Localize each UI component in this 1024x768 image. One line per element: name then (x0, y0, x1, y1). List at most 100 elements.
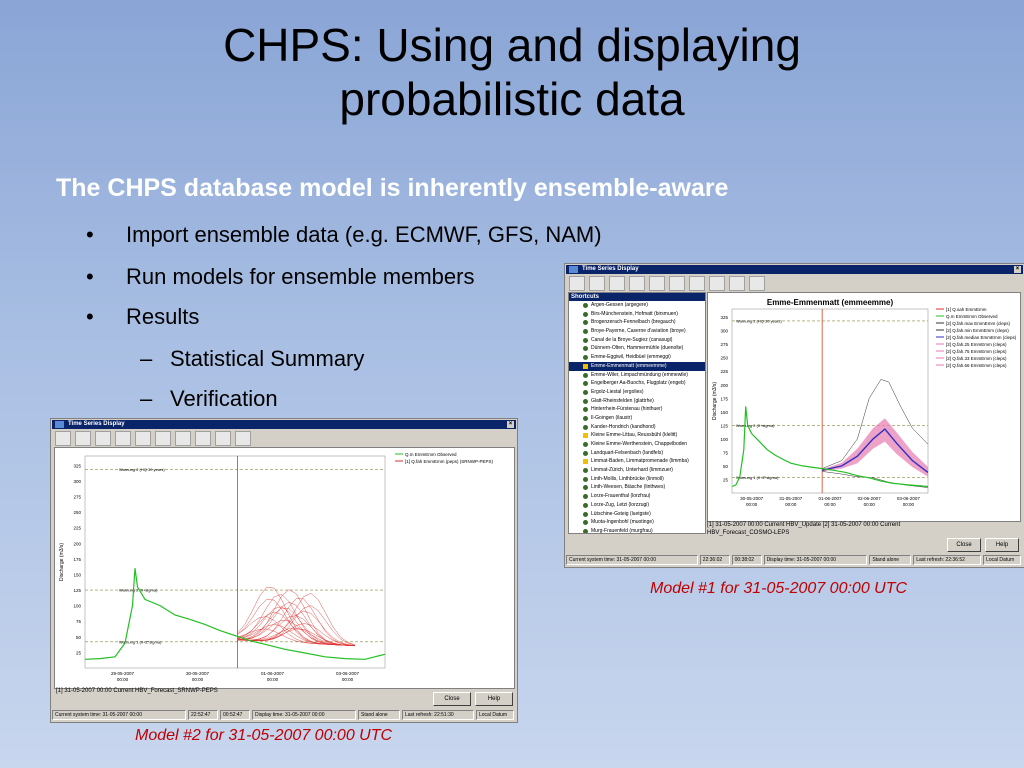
print-icon[interactable] (629, 276, 645, 291)
caption-model-1: Model #1 for 31-05-2007 00:00 UTC (650, 580, 908, 597)
close-icon[interactable]: × (1014, 266, 1021, 273)
tree-item[interactable]: Limmat-Zürich, Unterhard (limmzuer) (569, 466, 705, 475)
line-chart-icon[interactable] (689, 276, 705, 291)
help-button[interactable]: Help (985, 538, 1019, 552)
tree-item[interactable]: Landquart-Felsenbach (landfels) (569, 449, 705, 458)
tree-item[interactable]: Kander-Hondrich (kandhond) (569, 423, 705, 432)
tree-item[interactable]: Limmat-Baden, Limmatpromenade (limmba) (569, 457, 705, 466)
ensemble-member-line (237, 598, 356, 646)
tree-item[interactable]: Emme-Wiler, Limpachmündung (emmewile) (569, 371, 705, 380)
tree-item[interactable]: Lorze-Frauenthal (lorzfrau) (569, 492, 705, 501)
tree-item[interactable]: Dünnern-Olten, Hammermühle (duenolte) (569, 344, 705, 353)
sun-icon[interactable] (75, 431, 91, 446)
y-tick-label: 175 (73, 557, 81, 562)
x-tick-label: 01-06-2007 (261, 671, 285, 676)
tree-item[interactable]: Brogenzerach-Fennelbach (bregauch) (569, 318, 705, 327)
dash-bullet: – (140, 386, 153, 411)
subbullet-text: Statistical Summary (170, 346, 365, 371)
tree-list: Argen-Gessen (argegere) Birs-Münchenstein… (569, 301, 705, 533)
slide-title-line1: CHPS: Using and displaying (223, 19, 801, 71)
tree-item[interactable]: Linth-Mollis, Linthbrücke (linmoll) (569, 475, 705, 484)
sun-icon[interactable] (589, 276, 605, 291)
toolbar (55, 431, 255, 446)
x-tick-label: 30-05-2007 (186, 671, 210, 676)
tree-item[interactable]: Linth-Weesen, Biäsche (linthwes) (569, 483, 705, 492)
ensemble-member-line (237, 607, 356, 647)
axis-icon[interactable] (609, 276, 625, 291)
tree-item[interactable]: Murg-Frauenfeld (murgfrau) (569, 527, 705, 533)
bullet-text: Run models for ensemble members (126, 264, 475, 289)
window-titlebar: Time Series Display × (52, 420, 516, 429)
series-observed (731, 406, 929, 488)
tree-item[interactable]: Engelberger Aa-Buochs, Flugplatz (engeb) (569, 379, 705, 388)
legend-entry: [2] Q.fah.median EmmEmm (cleps) (946, 335, 1017, 340)
table-icon[interactable] (55, 431, 71, 446)
y-tick-label: 100 (720, 437, 728, 442)
chart-panel-1[interactable]: Emme-Emmenmatt (emmeemme) 25 50 75 100 125 150… (707, 292, 1021, 522)
tree-item[interactable]: Argen-Gessen (argegere) (569, 301, 705, 310)
forecast-info: [1] 31-05-2007 00:00 Current HBV_Update … (707, 521, 900, 537)
x-tick-label: 00:00 (746, 502, 758, 507)
zoom-chart-icon[interactable] (155, 431, 171, 446)
tree-item[interactable]: Emme-Eggiwil, Heidbüel (emmeggi) (569, 353, 705, 362)
tree-item[interactable]: Il-Goingen (ilaustr) (569, 414, 705, 423)
legend-entry: [2] Q.fah.33 EmmEmm (cleps) (946, 356, 1007, 361)
y-tick-label: 75 (76, 619, 82, 624)
axis-icon[interactable] (95, 431, 111, 446)
forecast-info-line: [1] 31-05-2007 00:00 Current HBV_Update … (707, 522, 901, 528)
tree-item[interactable]: Broye-Payerne, Caserne d'aviation (broye… (569, 327, 705, 336)
status-display-time: Display time: 31-05-2007 00:00 (252, 710, 356, 720)
x-tick-label: 00:00 (824, 502, 836, 507)
plot-area (84, 455, 386, 669)
slide-title-line2: probabilistic data (339, 73, 685, 125)
zoom-chart-icon[interactable] (669, 276, 685, 291)
legend-entry: Q.m EmmEmm Observed (946, 314, 998, 319)
tree-item[interactable]: Canal de la Broye-Sugiez (canasugi) (569, 336, 705, 345)
table-icon[interactable] (569, 276, 585, 291)
tree-header: Shortcuts (569, 293, 705, 301)
save-icon[interactable] (749, 276, 765, 291)
print-icon[interactable] (115, 431, 131, 446)
x-tick-label: 29-05-2007 (111, 671, 135, 676)
close-icon[interactable]: × (507, 421, 514, 428)
status-system-time: Current system time: 31-05-2007 00:00 (566, 555, 698, 565)
chart-icon[interactable] (649, 276, 665, 291)
compare-chart-icon[interactable] (729, 276, 745, 291)
tree-item[interactable]: Lorze-Zug, Letzi (lorzzugi) (569, 501, 705, 510)
y-tick-label: 25 (76, 650, 82, 655)
subbullet-item: – Verification (140, 386, 278, 412)
tree-item[interactable]: Emme-Emmenmatt (emmeemme) (569, 361, 705, 371)
tree-item[interactable]: Glatt-Rheinsfelden (glattrhe) (569, 397, 705, 406)
tree-item[interactable]: Hinterrhein-Fürstenau (hinthuer) (569, 405, 705, 414)
y-tick-label: 325 (720, 315, 728, 320)
compare-chart-icon[interactable] (215, 431, 231, 446)
x-tick-label: 00:00 (342, 677, 354, 682)
band-chart-icon[interactable] (709, 276, 725, 291)
bullet-dot: • (86, 222, 94, 247)
tree-item[interactable]: Kleine Emme-Littau, Reussbühl (klelitt) (569, 431, 705, 440)
tree-item[interactable]: Muota-Ingenbohl (muotinge) (569, 518, 705, 527)
help-button[interactable]: Help (475, 692, 513, 706)
chart-panel-2[interactable]: 25 50 75 100 125 150 175 200 225 250 275 300 325 Disc… (54, 447, 515, 689)
legend-entry: [2] Q.fah.25 EmmEmm (cleps) (946, 342, 1007, 347)
close-button[interactable]: Close (947, 538, 981, 552)
series-observed (84, 568, 386, 660)
band-chart-icon[interactable] (195, 431, 211, 446)
tree-item[interactable]: Lütschine-Gsteig (luetgste) (569, 510, 705, 519)
y-tick-label: 250 (720, 356, 728, 361)
tree-item[interactable]: Ergolz-Liestal (ergolies) (569, 388, 705, 397)
chart-icon[interactable] (135, 431, 151, 446)
toolbar (569, 276, 769, 291)
tree-item[interactable]: Kleine Emme-Werthenstein, Chappelboden (569, 440, 705, 449)
close-button[interactable]: Close (433, 692, 471, 706)
line-chart-icon[interactable] (175, 431, 191, 446)
status-display-time: Display time: 31-05-2007 00:00 (763, 555, 868, 565)
legend-entry: [1] Q.fah EmmEmm (peps) (SRNWP-PEPS) (405, 459, 494, 464)
y-tick-label: 325 (73, 463, 81, 468)
subbullet-item: – Statistical Summary (140, 346, 364, 372)
save-icon[interactable] (235, 431, 251, 446)
tree-item[interactable]: Birs-Münchenstein, Hofmatt (birsmuen) (569, 310, 705, 319)
status-last-refresh: Last refresh: 22:36:52 (913, 555, 982, 565)
legend-entry: Q.m EmmEmm Observed (405, 452, 457, 457)
status-last-refresh: Last refresh: 22:51:30 (402, 710, 474, 720)
